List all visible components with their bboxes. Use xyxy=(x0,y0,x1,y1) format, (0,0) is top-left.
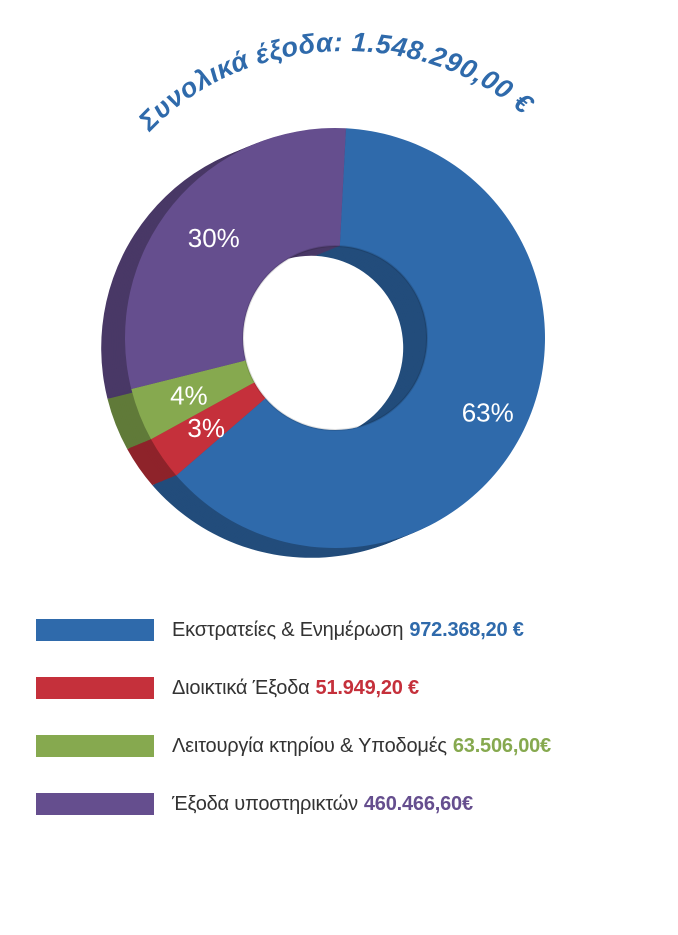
legend-swatch xyxy=(36,735,154,757)
legend-label: Εκστρατείες & Ενημέρωση xyxy=(172,618,404,641)
legend-value: 63.506,00€ xyxy=(452,734,551,757)
slice-percent-label: 4% xyxy=(170,380,208,410)
slice-percent-label: 63% xyxy=(462,398,514,428)
chart-legend: Εκστρατείες & Ενημέρωση 972.368,20 € Διο… xyxy=(36,618,551,850)
slice-percent-label: 3% xyxy=(187,413,225,443)
slice-percent-label: 30% xyxy=(188,223,240,253)
legend-item: Εκστρατείες & Ενημέρωση 972.368,20 € xyxy=(36,618,551,642)
legend-item: Λειτουργία κτηρίου & Υποδομές 63.506,00€ xyxy=(36,734,551,758)
legend-item: Διοικτικά Έξοδα 51.949,20 € xyxy=(36,676,551,700)
donut-slice xyxy=(131,360,255,440)
donut-slice xyxy=(176,128,545,549)
donut-percent-labels: 63% 3%4% 30% xyxy=(170,223,514,443)
legend-label: Λειτουργία κτηρίου & Υποδομές xyxy=(172,734,447,757)
legend-item: Έξοδα υποστηρικτών 460.466,60€ xyxy=(36,792,551,816)
legend-value: 51.949,20 € xyxy=(315,676,420,699)
donut-top-layer xyxy=(124,128,545,549)
legend-label: Διοικτικά Έξοδα xyxy=(172,676,310,699)
legend-value: 972.368,20 € xyxy=(409,618,524,641)
donut-hole-edge xyxy=(242,245,428,431)
donut-slice xyxy=(124,128,346,390)
donut-chart: 63% 3%4% 30% Συνολικά έξοδα: 1.548.290,00 … xyxy=(101,27,545,558)
legend-value: 460.466,60€ xyxy=(363,792,473,815)
chart-title: Συνολικά έξοδα: 1.548.290,00 € xyxy=(132,27,539,137)
legend-swatch xyxy=(36,677,154,699)
legend-swatch xyxy=(36,793,154,815)
legend-label: Έξοδα υποστηρικτών xyxy=(172,792,358,815)
donut-slice xyxy=(151,382,266,476)
legend-swatch xyxy=(36,619,154,641)
